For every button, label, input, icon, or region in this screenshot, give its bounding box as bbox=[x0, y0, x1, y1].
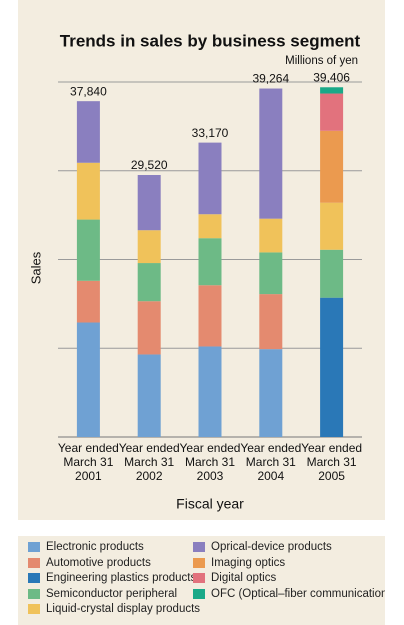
legend-label: Digital optics bbox=[211, 572, 277, 584]
legend-label: OFC (Optical–fiber communication) bbox=[211, 587, 385, 600]
bar-segment bbox=[76, 219, 100, 281]
bar-segment bbox=[320, 87, 344, 94]
legend-swatch bbox=[28, 557, 40, 568]
bar-segment bbox=[137, 263, 161, 302]
bar-segment bbox=[259, 88, 283, 219]
bar-segment bbox=[320, 249, 344, 298]
legend-swatch bbox=[193, 573, 205, 583]
x-axis-label: Fiscal year bbox=[176, 496, 244, 512]
legend-item: Engineering plastics products bbox=[28, 572, 196, 584]
bar-segment bbox=[137, 175, 161, 231]
legend-item: Semiconductor peripheral bbox=[28, 588, 177, 600]
bar-segment bbox=[198, 142, 222, 215]
total-label: 39,264 bbox=[252, 72, 289, 86]
bar-segment bbox=[259, 252, 283, 295]
bar-segment bbox=[320, 297, 344, 437]
legend-label: Semiconductor peripheral bbox=[46, 587, 178, 600]
bar-segment bbox=[76, 162, 100, 220]
legend-item: Digital optics bbox=[193, 572, 276, 584]
y-axis-label: Sales bbox=[28, 251, 43, 284]
bar-segment bbox=[198, 346, 222, 437]
legend-item: Liquid-crystal display products bbox=[28, 603, 200, 615]
bar-segment bbox=[137, 230, 161, 264]
unit-label: Millions of yen bbox=[285, 55, 358, 67]
bar-segment bbox=[76, 322, 100, 437]
x-tick-label: Year ended March 31 2003 bbox=[179, 441, 241, 483]
bar-segment bbox=[76, 101, 100, 163]
bar-segment bbox=[198, 214, 222, 239]
legend-label: Engineering plastics products bbox=[46, 572, 197, 584]
bar-segment bbox=[137, 301, 161, 355]
legend-label: Imaging optics bbox=[211, 556, 286, 569]
x-tick-label: Year ended March 31 2005 bbox=[301, 441, 363, 483]
total-label: 39,406 bbox=[313, 70, 350, 84]
bar-segment bbox=[320, 202, 344, 250]
chart-title: Trends in sales by business segment bbox=[60, 31, 361, 50]
legend-label: Electronic products bbox=[46, 541, 144, 553]
legend-swatch bbox=[28, 573, 40, 583]
legend-swatch bbox=[28, 604, 40, 614]
legend-label: Oprical-device products bbox=[211, 541, 332, 553]
bar-segment bbox=[76, 280, 100, 323]
legend-swatch bbox=[193, 542, 205, 552]
legend-item: Electronic products bbox=[28, 541, 144, 553]
legend-swatch bbox=[28, 588, 40, 599]
bar-segment bbox=[137, 354, 161, 437]
legend: Electronic products Automotive products En… bbox=[18, 536, 385, 625]
bar-segment bbox=[198, 238, 222, 286]
total-label: 37,840 bbox=[70, 84, 107, 98]
legend-item: Oprical-device products bbox=[193, 541, 332, 553]
x-tick-label: Year ended March 31 2004 bbox=[240, 441, 302, 483]
legend-item: Automotive products bbox=[28, 557, 151, 569]
bar-segment bbox=[320, 130, 344, 203]
total-label: 33,170 bbox=[192, 126, 229, 140]
bar-segment bbox=[198, 285, 222, 347]
legend-swatch bbox=[193, 588, 205, 599]
legend-swatch bbox=[193, 557, 205, 568]
legend-swatch bbox=[28, 542, 40, 552]
legend-item: OFC (Optical–fiber communication) bbox=[193, 588, 385, 600]
legend-label: Liquid-crystal display products bbox=[46, 603, 201, 615]
x-tick-label: Year ended March 31 2002 bbox=[118, 441, 180, 483]
bar-segment bbox=[259, 218, 283, 253]
legend-item: Imaging optics bbox=[193, 557, 285, 569]
legend-label: Automotive products bbox=[46, 556, 151, 569]
bar-segment bbox=[259, 294, 283, 350]
x-tick-label: Year ended March 31 2001 bbox=[57, 441, 119, 483]
bar-segment bbox=[320, 93, 344, 131]
total-label: 29,520 bbox=[131, 158, 168, 172]
bar-segment bbox=[259, 349, 283, 437]
